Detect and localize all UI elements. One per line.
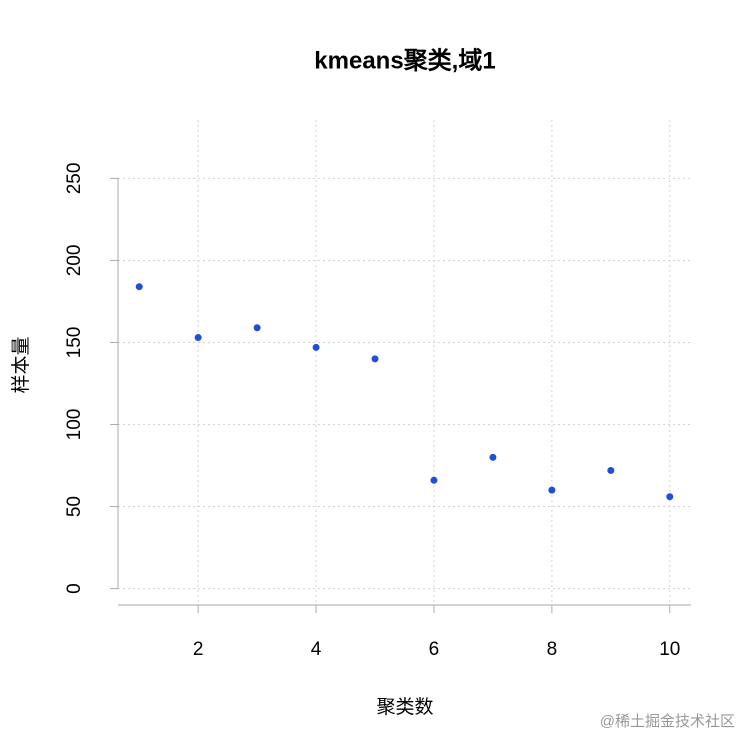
point	[135, 283, 143, 291]
x-tick-label: 6	[429, 639, 440, 660]
x-tick-label: 4	[311, 639, 322, 660]
y-tick-label: 100	[64, 409, 85, 441]
y-tick-label: 250	[64, 163, 85, 195]
y-tick-label: 200	[64, 245, 85, 277]
x-tick-label: 8	[547, 639, 558, 660]
point	[253, 324, 261, 332]
watermark: @稀土掘金技术社区	[600, 713, 735, 730]
point	[194, 334, 202, 342]
chart-title: kmeans聚类,域1	[314, 47, 495, 74]
y-tick-label: 150	[64, 327, 85, 359]
point	[371, 355, 379, 363]
point	[489, 453, 497, 461]
point	[548, 486, 556, 494]
y-tick-label: 0	[64, 583, 85, 594]
point	[666, 493, 674, 501]
y-axis-label: 样本量	[10, 336, 32, 393]
point	[607, 466, 615, 474]
x-axis-label: 聚类数	[376, 696, 433, 718]
x-tick-label: 2	[193, 639, 204, 660]
point	[312, 343, 320, 351]
y-tick-label: 50	[64, 496, 85, 517]
point	[430, 476, 438, 484]
x-tick-label: 10	[659, 639, 680, 660]
